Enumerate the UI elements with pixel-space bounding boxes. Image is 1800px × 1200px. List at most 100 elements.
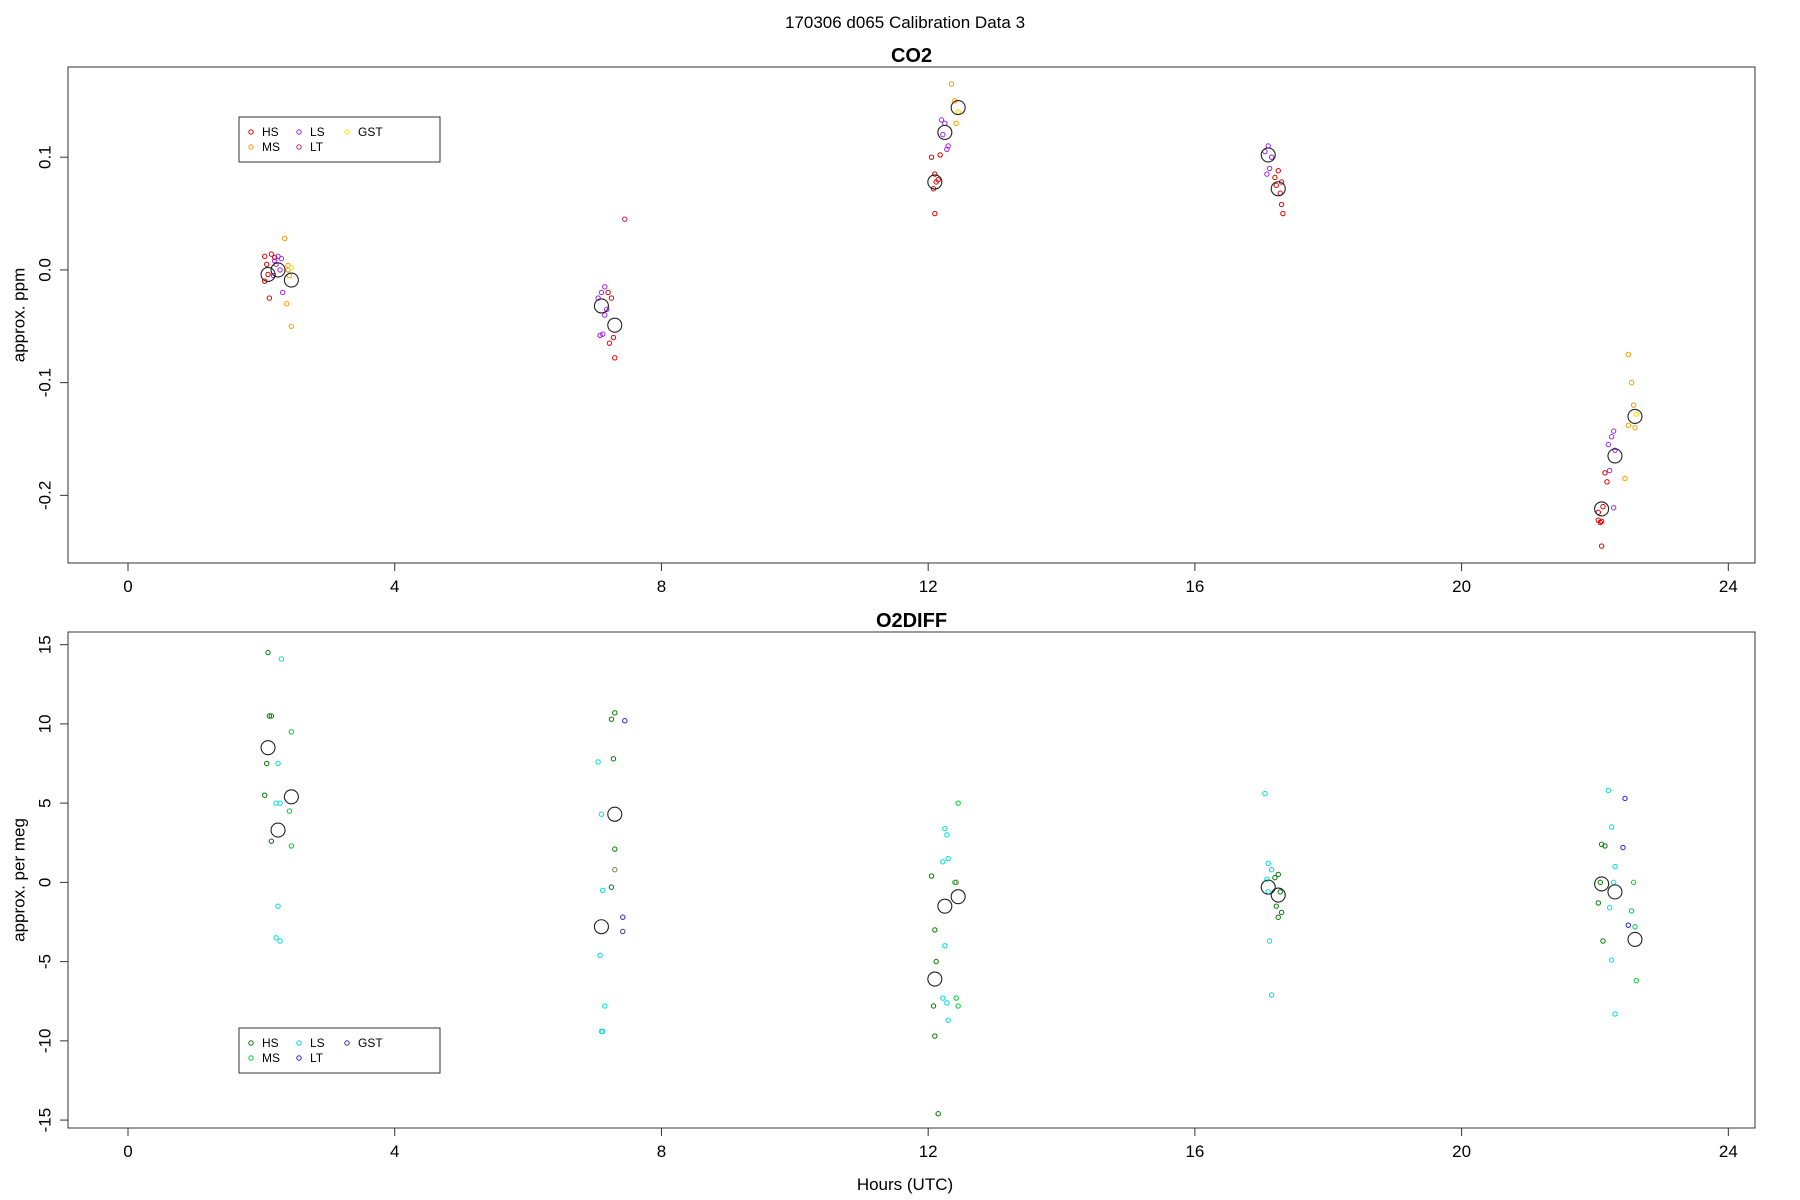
- data-point: [1620, 844, 1626, 851]
- data-point: [945, 1017, 951, 1023]
- data-point: [1600, 503, 1606, 510]
- data-point: [1598, 518, 1605, 524]
- data-series: [273, 656, 1618, 1035]
- average-point: [1260, 879, 1276, 895]
- data-point: [932, 210, 938, 217]
- data-point: [272, 258, 278, 264]
- legend-label: LS: [310, 125, 325, 139]
- data-point: [1605, 787, 1612, 794]
- legend-marker: [248, 129, 254, 135]
- legend-marker: [248, 144, 254, 150]
- data-point: [1268, 992, 1275, 998]
- o2diff-panel: O2DIFF 0 4 8 12 16 20 24 -15 -10 -5 0 5 10 15 approx. p…: [9, 610, 1756, 1161]
- data-point: [1275, 871, 1281, 878]
- data-series: [282, 81, 1638, 482]
- data-point: [275, 760, 281, 767]
- data-point: [288, 729, 295, 735]
- x-tick-label: 16: [1185, 577, 1204, 596]
- data-point: [1262, 790, 1268, 797]
- data-point: [265, 649, 271, 656]
- data-point: [602, 1003, 608, 1009]
- data-point: [1625, 351, 1632, 358]
- average-point: [260, 740, 276, 756]
- legend-label: GST: [358, 125, 383, 139]
- average-point: [1627, 931, 1643, 947]
- y-axis: -0.2 -0.1 0.0 0.1 approx. ppm: [9, 145, 69, 510]
- data-series: [622, 216, 628, 222]
- data-point: [605, 289, 611, 296]
- x-tick-label: 0: [123, 1142, 132, 1161]
- x-axis: 0 4 8 12 16 20 24: [123, 1127, 1738, 1161]
- x-axis-title: Hours (UTC): [857, 1175, 953, 1194]
- average-point: [927, 971, 943, 987]
- data-series: [270, 117, 1618, 511]
- data-point: [268, 251, 275, 257]
- data-point: [282, 235, 288, 242]
- data-point: [932, 1033, 938, 1039]
- x-tick-label: 16: [1185, 1142, 1204, 1161]
- x-tick-label: 24: [1719, 577, 1738, 596]
- data-point: [1612, 447, 1618, 453]
- data-point: [278, 656, 285, 662]
- average-point: [1627, 408, 1643, 425]
- data-point: [600, 331, 606, 337]
- data-point: [1608, 957, 1615, 963]
- data-point: [1610, 428, 1617, 434]
- panel-title: O2DIFF: [876, 610, 947, 632]
- data-point: [280, 289, 286, 296]
- data-point: [277, 800, 283, 806]
- data-series: [262, 649, 1608, 1117]
- data-point: [1625, 422, 1632, 429]
- x-tick-label: 4: [390, 577, 399, 596]
- data-point: [940, 859, 946, 865]
- data-point: [597, 332, 603, 338]
- data-point: [262, 792, 268, 798]
- x-tick-label: 12: [919, 577, 938, 596]
- y-tick-label: -15: [35, 1108, 54, 1133]
- data-point: [1608, 824, 1615, 830]
- data-point: [935, 1111, 941, 1117]
- legend-marker: [296, 1055, 302, 1061]
- y-tick-label: 15: [35, 635, 54, 654]
- legend-marker: [248, 1055, 254, 1061]
- x-tick-label: 8: [657, 577, 666, 596]
- data-point: [1595, 517, 1602, 523]
- data-point: [610, 334, 617, 341]
- data-series: [620, 718, 1632, 928]
- x-tick-label: 4: [390, 1142, 399, 1161]
- data-point: [945, 143, 951, 149]
- average-point: [593, 298, 609, 314]
- data-point: [612, 710, 618, 716]
- data-point: [265, 271, 271, 278]
- data-point: [944, 1000, 950, 1006]
- data-point: [622, 216, 628, 222]
- average-point: [937, 898, 953, 914]
- data-point: [608, 716, 615, 722]
- average-point: [283, 789, 299, 805]
- data-point: [610, 756, 617, 762]
- page-title: 170306 d065 Calibration Data 3: [785, 13, 1025, 32]
- data-point: [620, 914, 626, 920]
- legend-label: LT: [310, 140, 324, 154]
- data-point: [1606, 467, 1613, 474]
- data-point: [1275, 914, 1281, 920]
- data-point: [928, 873, 935, 879]
- data-point: [600, 1028, 606, 1035]
- data-series: [286, 729, 1640, 1009]
- x-tick-label: 24: [1719, 1142, 1738, 1161]
- y-tick-label: 10: [35, 714, 54, 733]
- y-tick-label: 0.0: [35, 258, 54, 282]
- data-point: [1622, 795, 1628, 802]
- data-point: [933, 179, 939, 185]
- average-point: [937, 124, 953, 140]
- data-point: [606, 340, 613, 346]
- data-point: [955, 1003, 961, 1009]
- data-point: [944, 832, 950, 838]
- average-point: [1607, 448, 1623, 464]
- data-point: [604, 306, 610, 313]
- data-point: [1602, 470, 1608, 476]
- data-point: [928, 154, 935, 160]
- data-point: [1266, 938, 1273, 944]
